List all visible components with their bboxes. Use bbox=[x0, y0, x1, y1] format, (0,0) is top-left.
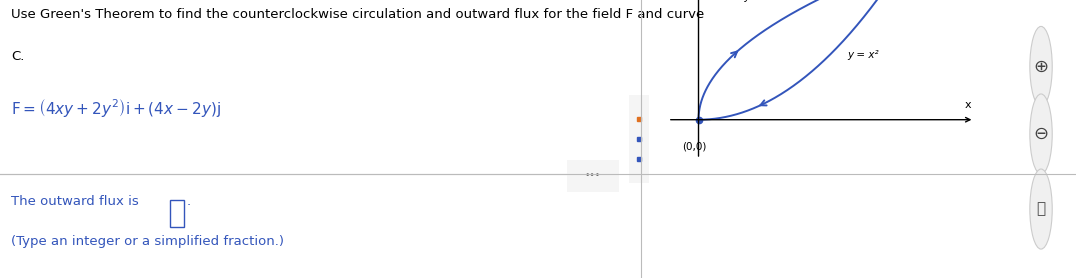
Text: •••: ••• bbox=[585, 171, 600, 180]
Text: ⊖: ⊖ bbox=[1033, 125, 1049, 143]
Text: The outward flux is: The outward flux is bbox=[11, 195, 139, 208]
Text: y = x²: y = x² bbox=[848, 50, 879, 60]
Circle shape bbox=[1030, 94, 1052, 174]
Text: ⊕: ⊕ bbox=[1033, 58, 1049, 75]
Text: (0,0): (0,0) bbox=[682, 142, 707, 152]
Text: C.: C. bbox=[11, 50, 25, 63]
FancyBboxPatch shape bbox=[563, 157, 623, 194]
Text: .: . bbox=[187, 195, 190, 208]
Circle shape bbox=[1030, 26, 1052, 106]
Text: x: x bbox=[965, 100, 972, 110]
Circle shape bbox=[1030, 169, 1052, 249]
Text: Use Green's Theorem to find the counterclockwise circulation and outward flux fo: Use Green's Theorem to find the counterc… bbox=[11, 8, 705, 21]
FancyBboxPatch shape bbox=[170, 200, 184, 227]
FancyBboxPatch shape bbox=[627, 84, 651, 194]
Text: x = y²: x = y² bbox=[723, 0, 754, 2]
Text: ⧉: ⧉ bbox=[1036, 202, 1046, 217]
Text: $\mathsf{F} = \left(4xy + 2y^2\right)\mathsf{i} + \left(4x - 2y\right)\mathsf{j}: $\mathsf{F} = \left(4xy + 2y^2\right)\ma… bbox=[11, 97, 221, 119]
Text: (Type an integer or a simplified fraction.): (Type an integer or a simplified fractio… bbox=[11, 235, 284, 248]
